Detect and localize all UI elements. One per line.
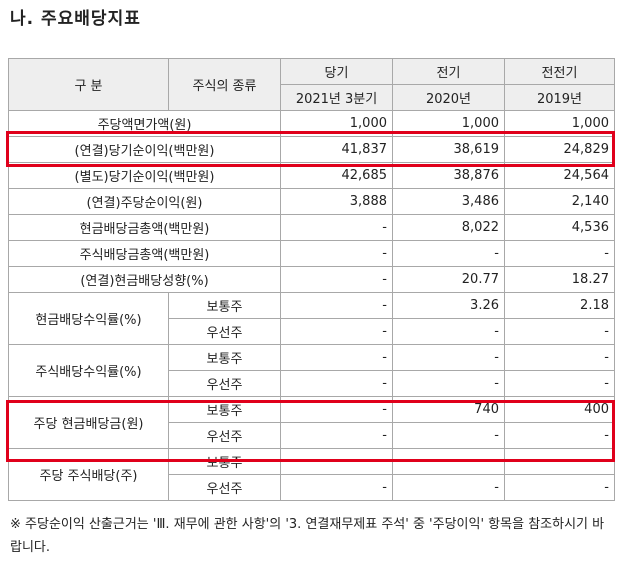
header-date-prior: 2020년 <box>392 84 505 111</box>
table-row: 현금배당수익률(%) 보통주 - 3.26 2.18 <box>8 292 615 345</box>
cell-value: 3,486 <box>392 188 505 215</box>
cell-value: - <box>392 474 505 501</box>
row-label: (연결)당기순이익(백만원) <box>8 136 281 163</box>
table-row: 우선주 - - - <box>9 370 615 397</box>
cell-value: - <box>504 370 615 397</box>
cell-value: - <box>504 240 615 267</box>
cell-value: - <box>392 370 505 397</box>
cell-value: - <box>280 370 393 397</box>
highlight-consolidated-net-income <box>6 131 615 167</box>
cell-value: 18.27 <box>504 266 615 293</box>
cell-value: - <box>280 214 393 241</box>
row-label: (연결)현금배당성향(%) <box>8 266 281 293</box>
table-header-date-row: 2021년 3분기 2020년 2019년 <box>9 84 615 111</box>
cell-value: - <box>392 240 505 267</box>
group-label: 현금배당수익률(%) <box>8 292 169 345</box>
highlight-cash-dividend-per-share <box>6 400 615 462</box>
cell-value: 3,888 <box>280 188 393 215</box>
header-stock-type: 주식의 종류 <box>168 58 281 111</box>
table-row: 주식배당금총액(백만원) - - - <box>8 240 615 267</box>
cell-value: - <box>280 318 393 345</box>
header-period-current: 당기 <box>280 58 393 85</box>
table-row: 우선주 - - - <box>9 318 615 345</box>
table-header-row: 구 분 주식의 종류 당기 전기 전전기 <box>8 58 615 111</box>
cell-value: - <box>280 344 393 371</box>
header-period-prior2: 전전기 <box>504 58 615 85</box>
table-row: 우선주 - - - <box>9 474 615 501</box>
cell-value: - <box>280 266 393 293</box>
cell-value: 24,829 <box>504 136 615 163</box>
cell-value: - <box>280 474 393 501</box>
header-division: 구 분 <box>8 58 169 111</box>
table-row: (연결)당기순이익(백만원) 41,837 38,619 24,829 <box>8 136 615 163</box>
cell-value: - <box>392 318 505 345</box>
stock-type-label: 우선주 <box>168 370 281 397</box>
cell-value: - <box>504 344 615 371</box>
header-date-prior2: 2019년 <box>504 84 615 111</box>
group-label: 주당 주식배당(주) <box>8 448 169 501</box>
table-row: 현금배당금총액(백만원) - 8,022 4,536 <box>8 214 615 241</box>
cell-value: - <box>280 422 393 449</box>
stock-type-label: 우선주 <box>168 474 281 501</box>
cell-value: - <box>504 474 615 501</box>
table-row: 주식배당수익률(%) 보통주 - - - <box>8 344 615 397</box>
dividend-indicators-table: 구 분 주식의 종류 당기 전기 전전기 2021년 3분기 2020년 201… <box>8 58 615 501</box>
cell-value: 3.26 <box>392 292 505 319</box>
section-title: 나. 주요배당지표 <box>10 9 141 29</box>
cell-value: - <box>504 318 615 345</box>
group-label: 주당 현금배당금(원) <box>8 396 169 449</box>
header-date-current: 2021년 3분기 <box>280 84 393 111</box>
table-row: (연결)현금배당성향(%) - 20.77 18.27 <box>8 266 615 293</box>
stock-type-label: 우선주 <box>168 422 281 449</box>
footnote: ※ 주당순이익 산출근거는 'Ⅲ. 재무에 관한 사항'의 '3. 연결재무제표… <box>10 517 605 555</box>
cell-value: - <box>280 240 393 267</box>
row-label: 주식배당금총액(백만원) <box>8 240 281 267</box>
cell-value: - <box>392 344 505 371</box>
stock-type-label: 보통주 <box>168 344 281 371</box>
row-label: 현금배당금총액(백만원) <box>8 214 281 241</box>
table-row: 우선주 - - - <box>9 422 615 449</box>
row-label: (연결)주당순이익(원) <box>8 188 281 215</box>
table-row: 주당액면가액(원) 1,000 1,000 1,000 <box>8 110 615 137</box>
table-row: (연결)주당순이익(원) 3,888 3,486 2,140 <box>8 188 615 215</box>
stock-type-label: 우선주 <box>168 318 281 345</box>
cell-value: - <box>280 292 393 319</box>
header-period-prior: 전기 <box>392 58 505 85</box>
cell-value: 8,022 <box>392 214 505 241</box>
cell-value: 2.18 <box>504 292 615 319</box>
stock-type-label: 보통주 <box>168 292 281 319</box>
group-label: 주식배당수익률(%) <box>8 344 169 397</box>
cell-value: 20.77 <box>392 266 505 293</box>
cell-value: 4,536 <box>504 214 615 241</box>
cell-value: 2,140 <box>504 188 615 215</box>
